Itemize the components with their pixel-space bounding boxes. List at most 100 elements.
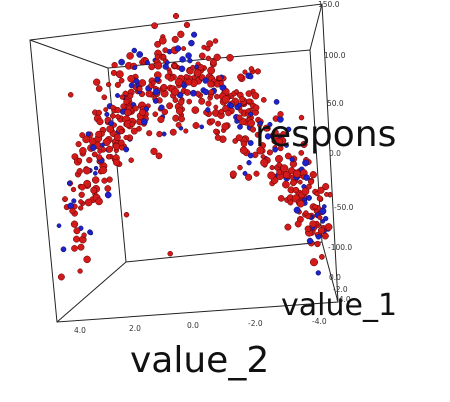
data-point-red: [234, 89, 239, 95]
y-tick-label: -50.0: [334, 203, 354, 212]
data-point-red: [77, 243, 85, 251]
data-point-red: [314, 240, 321, 248]
data-point-red: [284, 152, 292, 160]
data-point-red: [214, 134, 222, 141]
data-point-red: [266, 149, 273, 156]
data-point-blue: [247, 152, 254, 159]
data-point-red: [115, 114, 121, 120]
data-point-red: [177, 30, 185, 38]
y-axis-ticks: 150.0 100.0 50.0 0.0 -50.0 -100.0: [318, 0, 354, 252]
data-point-red: [111, 61, 118, 69]
data-point-red: [240, 140, 248, 148]
data-point-red: [246, 98, 252, 104]
data-point-red: [304, 225, 312, 233]
data-point-red: [178, 99, 185, 106]
data-point-red: [221, 95, 230, 104]
data-point-blue: [144, 60, 150, 66]
data-point-red: [75, 141, 82, 148]
data-point-blue: [92, 171, 98, 176]
data-point-red: [136, 85, 143, 92]
data-point-red: [57, 273, 65, 281]
data-point-red: [162, 47, 169, 54]
data-point-blue: [306, 194, 312, 201]
data-point-red: [171, 63, 178, 69]
data-point-red: [95, 109, 102, 116]
data-point-red: [205, 100, 212, 107]
data-point-red: [252, 104, 260, 112]
data-point-red: [127, 92, 134, 99]
data-point-red: [101, 177, 108, 184]
data-point-red: [178, 115, 185, 123]
data-point-red: [169, 128, 177, 136]
x-tick-label: -2.0: [248, 319, 263, 328]
data-point-red: [206, 40, 214, 48]
x-axis-ticks: 4.0 2.0 0.0 -2.0 -4.0: [74, 317, 327, 335]
data-point-red: [129, 121, 136, 128]
data-point-red: [123, 211, 130, 218]
data-point-red: [181, 46, 187, 52]
data-point-red: [150, 147, 158, 156]
data-point-blue: [191, 31, 198, 38]
data-point-red: [277, 111, 284, 118]
data-point-red: [161, 108, 169, 116]
data-point-red: [260, 97, 267, 103]
data-point-red: [208, 89, 215, 95]
data-point-red: [91, 176, 100, 184]
data-point-blue: [85, 131, 91, 137]
data-point-blue: [303, 174, 310, 181]
data-point-red: [96, 118, 104, 126]
data-point-blue: [185, 52, 192, 59]
data-point-red: [218, 108, 225, 115]
data-point-red: [160, 54, 167, 60]
data-point-red: [132, 105, 139, 112]
data-point-red: [205, 55, 212, 62]
data-point-red: [260, 154, 266, 160]
data-point-red: [164, 73, 171, 80]
data-point-red: [248, 66, 255, 72]
data-point-red: [120, 103, 127, 110]
data-point-red: [171, 87, 180, 96]
data-point-red: [242, 69, 248, 75]
data-point-red: [239, 95, 246, 103]
data-point-red: [124, 108, 132, 117]
data-point-red: [321, 232, 329, 240]
z-axis-ticks: 0.0 -2.0 -4.0: [329, 273, 351, 304]
data-point-red: [155, 152, 163, 160]
box-edge-bl: [56, 261, 127, 323]
data-point-red: [99, 166, 108, 175]
data-point-red: [90, 186, 98, 194]
data-point-red: [84, 198, 93, 207]
data-point-blue: [158, 104, 165, 111]
data-point-blue: [247, 140, 254, 146]
data-point-red: [213, 104, 219, 110]
data-point-blue: [123, 146, 130, 153]
data-point-red: [95, 130, 103, 138]
data-point-red: [237, 164, 243, 171]
data-point-blue: [67, 180, 73, 186]
data-point-red: [192, 122, 200, 129]
data-point-red: [262, 124, 270, 132]
data-point-red: [183, 21, 191, 29]
data-point-red: [307, 178, 315, 185]
data-point-blue: [319, 207, 327, 215]
data-point-red: [78, 199, 84, 205]
data-point-blue: [194, 64, 199, 70]
data-point-red: [71, 245, 78, 252]
data-point-red: [277, 145, 284, 152]
axis-titles: respons value_1 value_2: [130, 114, 397, 381]
data-point-red: [150, 80, 156, 86]
data-point-red: [78, 191, 85, 198]
data-point-red: [172, 97, 179, 103]
data-point-blue: [315, 270, 321, 276]
data-point-red: [280, 130, 286, 137]
data-point-red: [97, 148, 103, 154]
data-point-red: [119, 94, 125, 100]
data-point-red: [319, 254, 325, 260]
data-point-red: [67, 92, 74, 98]
box-frame: [29, 3, 339, 323]
data-point-blue: [199, 124, 205, 130]
data-point-blue: [118, 58, 125, 66]
data-point-red: [183, 128, 189, 134]
data-point-blue: [152, 98, 159, 104]
data-point-red: [213, 128, 219, 135]
